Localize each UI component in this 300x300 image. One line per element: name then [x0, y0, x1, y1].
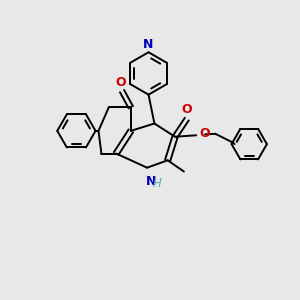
Text: O: O — [115, 76, 126, 89]
Text: O: O — [199, 127, 210, 140]
Text: O: O — [182, 103, 192, 116]
Text: H: H — [153, 177, 162, 190]
Text: N: N — [146, 175, 156, 188]
Text: N: N — [143, 38, 154, 51]
